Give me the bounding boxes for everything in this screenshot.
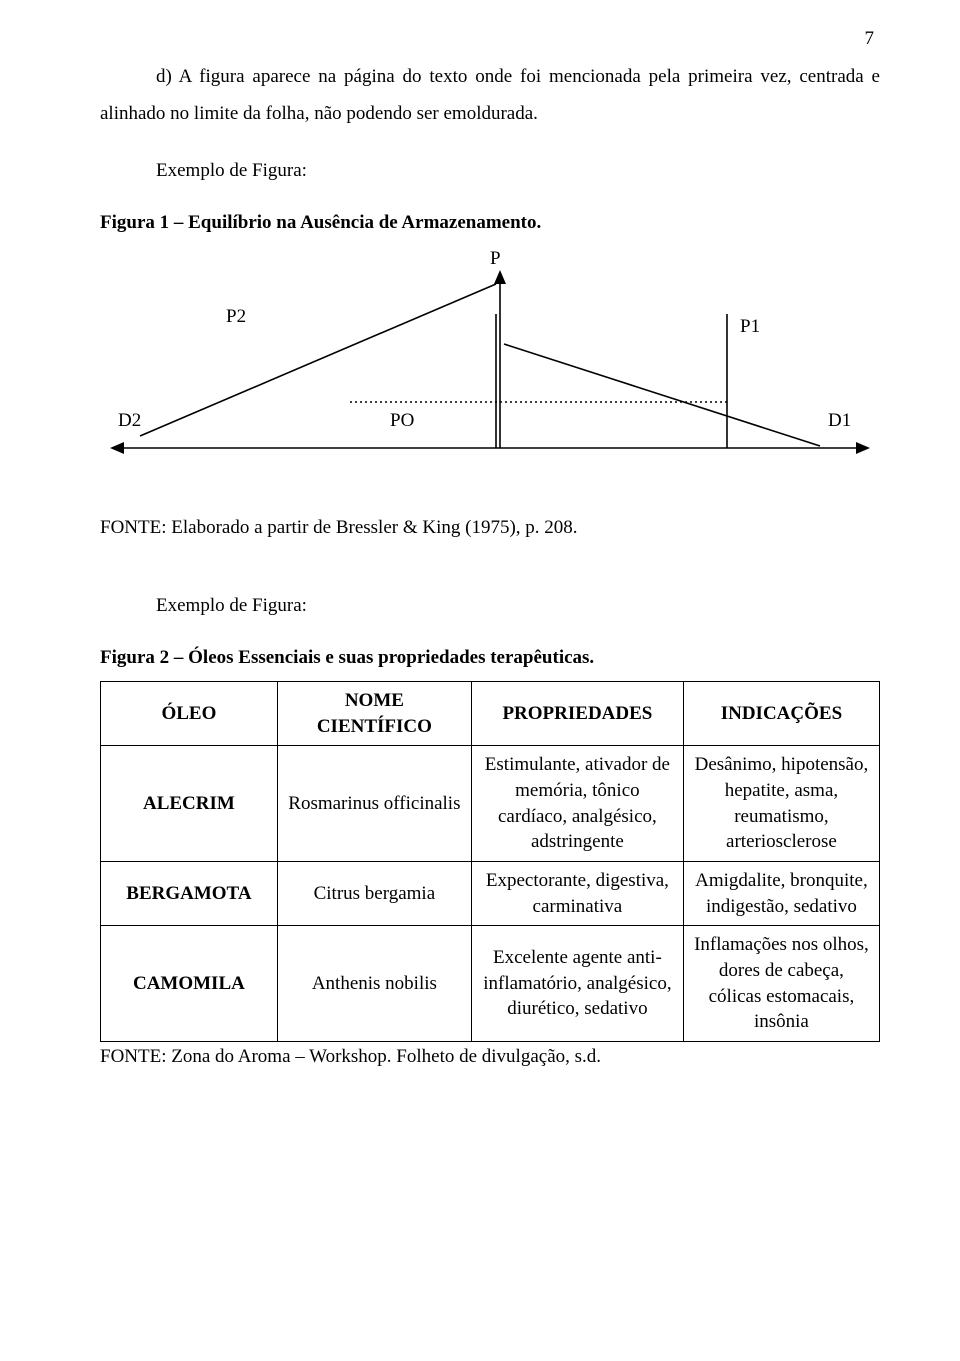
cell-oil: ALECRIM (101, 746, 278, 862)
svg-text:P: P (490, 248, 501, 269)
th-sci: NOME CIENTÍFICO (277, 682, 471, 746)
oils-table: ÓLEO NOME CIENTÍFICO PROPRIEDADES INDICA… (100, 681, 880, 1042)
svg-text:P1: P1 (740, 316, 760, 337)
table-row: BERGAMOTA Citrus bergamia Expectorante, … (101, 861, 880, 925)
example-2-label: Exemplo de Figura: (100, 595, 880, 617)
cell-sci: Anthenis nobilis (277, 926, 471, 1042)
figure-2-source: FONTE: Zona do Aroma – Workshop. Folheto… (100, 1046, 880, 1068)
equilibrium-diagram: P P2 P1 D2 PO D1 (100, 246, 880, 506)
page-number: 7 (865, 28, 875, 50)
cell-prop: Estimulante, ativador de memória, tônico… (471, 746, 683, 862)
example-1-label: Exemplo de Figura: (100, 160, 880, 182)
table-header-row: ÓLEO NOME CIENTÍFICO PROPRIEDADES INDICA… (101, 682, 880, 746)
svg-text:PO: PO (390, 410, 414, 431)
svg-text:D1: D1 (828, 410, 851, 431)
table-row: ALECRIM Rosmarinus officinalis Estimulan… (101, 746, 880, 862)
cell-oil: CAMOMILA (101, 926, 278, 1042)
cell-sci: Rosmarinus officinalis (277, 746, 471, 862)
th-oil: ÓLEO (101, 682, 278, 746)
figure-1-source: FONTE: Elaborado a partir de Bressler & … (100, 517, 880, 539)
cell-oil: BERGAMOTA (101, 861, 278, 925)
figure-1-title: Figura 1 – Equilíbrio na Ausência de Arm… (100, 212, 880, 234)
svg-text:P2: P2 (226, 306, 246, 327)
table-row: CAMOMILA Anthenis nobilis Excelente agen… (101, 926, 880, 1042)
cell-ind: Inflamações nos olhos, dores de cabeça, … (683, 926, 879, 1042)
th-prop: PROPRIEDADES (471, 682, 683, 746)
figure-1-chart: P P2 P1 D2 PO D1 (100, 246, 880, 511)
cell-ind: Desânimo, hipotensão, hepatite, asma, re… (683, 746, 879, 862)
th-ind: INDICAÇÕES (683, 682, 879, 746)
cell-sci: Citrus bergamia (277, 861, 471, 925)
figure-2-title: Figura 2 – Óleos Essenciais e suas propr… (100, 647, 880, 669)
page: 7 d) A figura aparece na página do texto… (0, 0, 960, 1361)
cell-prop: Excelente agente anti-inflamatório, anal… (471, 926, 683, 1042)
paragraph-d: d) A figura aparece na página do texto o… (100, 58, 880, 132)
cell-prop: Expectorante, digestiva, carminativa (471, 861, 683, 925)
svg-text:D2: D2 (118, 410, 141, 431)
cell-ind: Amigdalite, bronquite, indigestão, sedat… (683, 861, 879, 925)
